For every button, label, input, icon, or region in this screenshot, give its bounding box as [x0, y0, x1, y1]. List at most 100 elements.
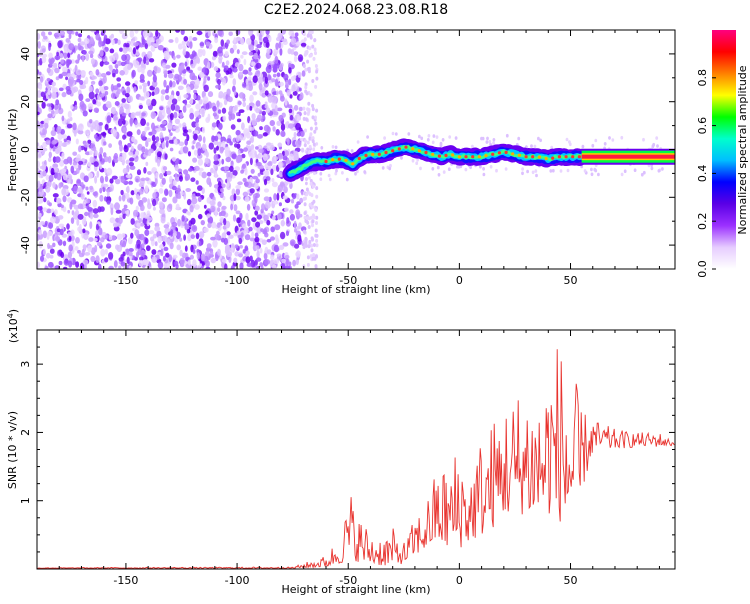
- spectrogram-noise-blob: [255, 245, 260, 251]
- spectrogram-noise-blob: [132, 37, 136, 41]
- spectrogram-noise-blob: [305, 181, 308, 186]
- spectrogram-noise-blob: [471, 144, 474, 149]
- spectrogram-noise-blob: [229, 247, 234, 253]
- spectrogram-noise-blob: [41, 101, 46, 109]
- colorbar-tick-label: 0.0: [696, 260, 709, 278]
- spectrogram-noise-blob: [249, 237, 255, 242]
- spectrogram-noise-blob: [232, 261, 238, 267]
- spectrogram-noise-blob: [287, 48, 292, 55]
- spectrogram-noise-blob: [62, 195, 67, 203]
- spectrogram-noise-blob: [130, 232, 134, 239]
- spectrogram-noise-blob: [95, 255, 100, 264]
- snr-multiplier-exponent: 4: [6, 313, 15, 318]
- spectrogram-noise-blob: [144, 126, 148, 133]
- spectrogram-noise-blob: [166, 170, 172, 176]
- spectrogram-noise-blob: [550, 145, 554, 150]
- spectrogram-noise-blob: [303, 211, 307, 216]
- spectrogram-noise-blob: [264, 104, 269, 109]
- spectrogram-noise-blob: [52, 193, 59, 198]
- y-tick-label: 40: [19, 47, 32, 61]
- spectrogram-noise-blob: [256, 214, 262, 220]
- ridge-peak-dot: [577, 155, 582, 159]
- spectrogram-noise-blob: [234, 244, 239, 249]
- spectrogram-noise-blob: [119, 47, 123, 52]
- spectrogram-noise-blob: [247, 76, 252, 81]
- spectrogram-noise-blob: [162, 126, 167, 131]
- spectrogram-noise-blob: [242, 223, 247, 229]
- spectrogram-noise-blob: [86, 191, 90, 195]
- spectrogram-noise-blob: [242, 69, 249, 75]
- spectrogram-noise-blob: [183, 78, 188, 85]
- spectrogram-noise-blob: [72, 86, 79, 93]
- spectrogram-noise-blob: [175, 105, 181, 112]
- colorbar-ticks: 0.0 0.2 0.4 0.6 0.8: [696, 69, 716, 278]
- spectrogram-noise-blob: [207, 222, 212, 229]
- spectrogram-noise-blob: [315, 221, 318, 225]
- spectrogram-noise-blob: [315, 215, 319, 220]
- spectrogram-noise-blob: [591, 143, 595, 148]
- spectrogram-noise-blob: [250, 144, 255, 150]
- spectrogram-noise-blob: [418, 134, 421, 139]
- spectrogram-noise-blob: [230, 203, 234, 211]
- spectrogram-noise-blob: [174, 37, 179, 44]
- spectrogram-noise-blob: [278, 255, 282, 262]
- spectrogram-noise-blob: [132, 47, 136, 55]
- spectrogram-noise-blob: [159, 202, 164, 209]
- spectrogram-noise-blob: [274, 55, 279, 64]
- spectrogram-noise-blob: [157, 44, 164, 51]
- spectrogram-noise-blob: [80, 181, 84, 186]
- spectrogram-noise-blob: [304, 67, 308, 72]
- spectrogram-noise-blob: [290, 198, 295, 204]
- spectrogram-noise-blob: [308, 53, 312, 58]
- spectrogram-noise-blob: [217, 248, 221, 256]
- x-tick-label: -100: [225, 574, 250, 587]
- spectrogram-noise-blob: [62, 206, 67, 213]
- spectrogram-noise-blob: [334, 171, 338, 176]
- spectrogram-noise-blob: [37, 41, 41, 49]
- spectrogram-noise-blob: [55, 235, 61, 242]
- spectrogram-noise-blob: [256, 250, 260, 258]
- spectrogram-noise-blob: [213, 154, 219, 162]
- spectrogram-noise-blob: [315, 238, 319, 243]
- spectrogram-noise-blob: [189, 41, 193, 49]
- spectrogram-noise-blob: [100, 132, 107, 136]
- spectrogram-noise-blob: [141, 146, 146, 154]
- spectrogram-noise-blob: [257, 76, 263, 84]
- spectrogram-noise-blob: [120, 253, 124, 260]
- spectrogram-noise-blob: [266, 238, 272, 243]
- spectrogram-noise-blob: [37, 221, 42, 229]
- spectrogram-noise-blob: [257, 172, 261, 177]
- spectrogram-noise-blob: [278, 81, 284, 87]
- spectrogram-noise-blob: [309, 254, 313, 259]
- spectrogram-noise-blob: [308, 144, 312, 149]
- spectrogram-noise-blob: [40, 45, 47, 54]
- spectrogram-noise-blob: [74, 246, 79, 251]
- spectrogram-noise-blob: [488, 139, 492, 144]
- spectrogram-noise-blob: [223, 65, 229, 71]
- spectrogram-noise-blob: [261, 203, 266, 211]
- spectrogram-noise-blob: [152, 43, 159, 48]
- spectrogram-noise-blob: [533, 144, 537, 149]
- x-tick-label: -50: [339, 274, 357, 287]
- spectrogram-noise-blob: [89, 119, 93, 124]
- spectrogram-noise-blob: [52, 182, 56, 189]
- spectrogram-noise-blob: [454, 136, 458, 140]
- spectrogram-noise-blob: [194, 204, 200, 210]
- spectrogram-noise-blob: [96, 101, 102, 107]
- spectrogram-noise-blob: [81, 55, 85, 62]
- ridge-peak-dot: [371, 152, 375, 156]
- spectrogram-noise-blob: [179, 175, 183, 182]
- spectrogram-noise-blob: [334, 145, 338, 150]
- spectrogram-noise-blob: [95, 223, 99, 231]
- spectrogram-noise-blob: [80, 70, 86, 76]
- spectrogram-noise-blob: [159, 132, 164, 139]
- spectrogram-noise-blob: [611, 138, 615, 142]
- spectrogram-noise-blob: [205, 151, 209, 158]
- spectrogram-noise-blob: [207, 76, 211, 81]
- spectrogram-noise-blob: [267, 212, 271, 217]
- spectrogram-noise-blob: [217, 46, 223, 54]
- spectrogram-noise-blob: [288, 78, 292, 86]
- spectrogram-y-label: Frequency (Hz): [6, 109, 19, 192]
- spectrogram-noise-blob: [298, 222, 302, 229]
